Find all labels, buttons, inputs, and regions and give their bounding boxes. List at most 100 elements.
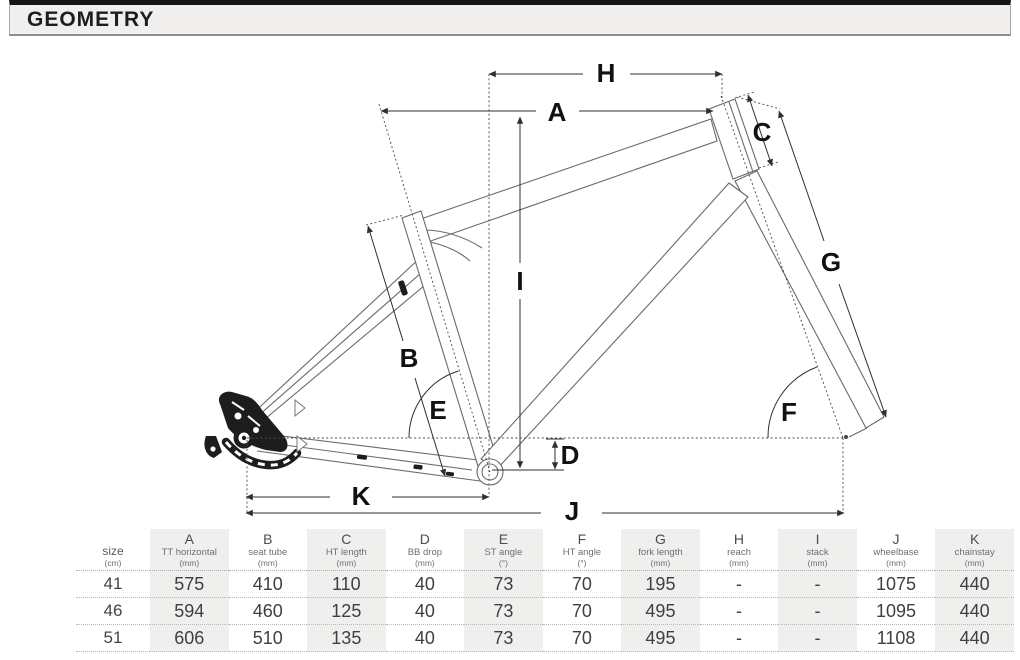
geometry-table-body: 41 575 410 110 40 73 70 195- -1075 440 46 594 460 125… <box>76 570 1014 652</box>
geo-value-H: - <box>699 624 779 652</box>
page-title: GEOMETRY <box>27 7 155 31</box>
dim-G <box>778 110 825 242</box>
col-header-size: size (cm) <box>76 529 150 571</box>
geo-value-C: 110 <box>307 570 386 598</box>
cable-guide <box>445 471 455 477</box>
steering-axis <box>720 95 844 439</box>
dim-label-E: E <box>429 395 446 425</box>
fork-dropout <box>848 427 868 438</box>
dim-label-K: K <box>352 481 371 511</box>
dim-label-G: G <box>821 247 841 277</box>
dimension-labels: HA C G I BE F D K J <box>352 58 842 526</box>
geo-value-E: 73 <box>464 570 543 598</box>
geo-value-G: 495 <box>621 624 700 652</box>
geo-value-A: 594 <box>150 597 229 625</box>
geo-value-I: - <box>778 624 857 652</box>
table-row-size-51: 51 606 510 135 40 73 70 495- -1108 440 <box>76 624 1014 652</box>
geo-value-H: - <box>699 597 779 625</box>
angle-arc-E <box>408 370 459 439</box>
dim-label-H: H <box>597 58 616 88</box>
dim-label-I: I <box>516 266 523 296</box>
geo-value-D: 40 <box>385 624 465 652</box>
top-tube <box>411 118 718 244</box>
dim-G <box>838 283 887 418</box>
seat-cluster-fillet <box>425 229 483 249</box>
size-value: 46 <box>76 597 150 625</box>
table-row-size-41: 41 575 410 110 40 73 70 195- -1075 440 <box>76 570 1014 598</box>
col-header-F: F HT angle (°) <box>542 529 622 571</box>
dim-label-J: J <box>565 496 579 526</box>
geo-value-E: 73 <box>464 624 543 652</box>
table-row-size-46: 46 594 460 125 40 73 70 495- -1095 440 <box>76 597 1014 625</box>
rear-dropout-detail <box>204 280 455 477</box>
chainstay <box>257 432 479 461</box>
geo-value-C: 125 <box>307 597 386 625</box>
seat-stay <box>247 256 422 419</box>
g-extension <box>736 96 781 110</box>
geo-value-F: 70 <box>542 624 622 652</box>
bike-frame-diagram-svg: HA C G I BE F D K J <box>204 58 887 526</box>
cable-guide <box>398 280 408 296</box>
geo-value-H: - <box>699 570 779 598</box>
geo-value-A: 606 <box>150 624 229 652</box>
geo-value-G: 195 <box>621 570 700 598</box>
geo-value-E: 73 <box>464 597 543 625</box>
geo-value-B: 410 <box>228 570 308 598</box>
b-extension <box>365 214 405 226</box>
dimension-lines <box>245 70 887 517</box>
dim-B <box>414 377 447 477</box>
geo-value-B: 510 <box>228 624 308 652</box>
geo-value-D: 40 <box>385 597 465 625</box>
geo-value-K: 440 <box>935 597 1014 625</box>
dim-label-F: F <box>781 397 797 427</box>
seat-cluster-fillet <box>429 241 471 262</box>
geo-value-A: 575 <box>150 570 229 598</box>
down-tube <box>480 182 749 470</box>
fork-blade <box>734 170 885 429</box>
geo-value-G: 495 <box>621 597 700 625</box>
geo-value-I: - <box>778 597 857 625</box>
geo-value-F: 70 <box>542 597 622 625</box>
col-header-E: E ST angle (°) <box>464 529 543 571</box>
geo-value-J: 1095 <box>856 597 936 625</box>
dim-label-B: B <box>400 343 419 373</box>
dim-label-D: D <box>561 440 580 470</box>
stay-chevron <box>294 398 306 418</box>
geo-value-J: 1075 <box>856 570 936 598</box>
dim-label-A: A <box>548 97 567 127</box>
c-extension <box>734 91 755 99</box>
geo-value-K: 440 <box>935 570 1014 598</box>
front-axle-point <box>844 435 848 439</box>
geo-value-J: 1108 <box>856 624 936 652</box>
dim-B <box>366 225 404 342</box>
size-value: 41 <box>76 570 150 598</box>
geo-value-F: 70 <box>542 570 622 598</box>
chainstay-chevron <box>296 434 308 454</box>
seat-stay <box>252 274 438 430</box>
frame-tubes <box>247 98 885 486</box>
col-header-D: D BB drop (mm) <box>385 529 465 571</box>
size-value: 51 <box>76 624 150 652</box>
geo-value-I: - <box>778 570 857 598</box>
c-extension <box>758 161 779 169</box>
angle-arc-F <box>767 366 818 439</box>
geo-value-B: 460 <box>228 597 308 625</box>
cable-guide <box>413 464 423 470</box>
head-tube <box>708 98 760 180</box>
dim-label-C: C <box>753 117 772 147</box>
geo-value-C: 135 <box>307 624 386 652</box>
seat-stay <box>249 265 430 424</box>
geo-value-K: 440 <box>935 624 1014 652</box>
section-header: GEOMETRY <box>9 0 1011 36</box>
col-header-C: C HT length (mm) <box>307 529 386 571</box>
cable-guide <box>356 454 368 460</box>
